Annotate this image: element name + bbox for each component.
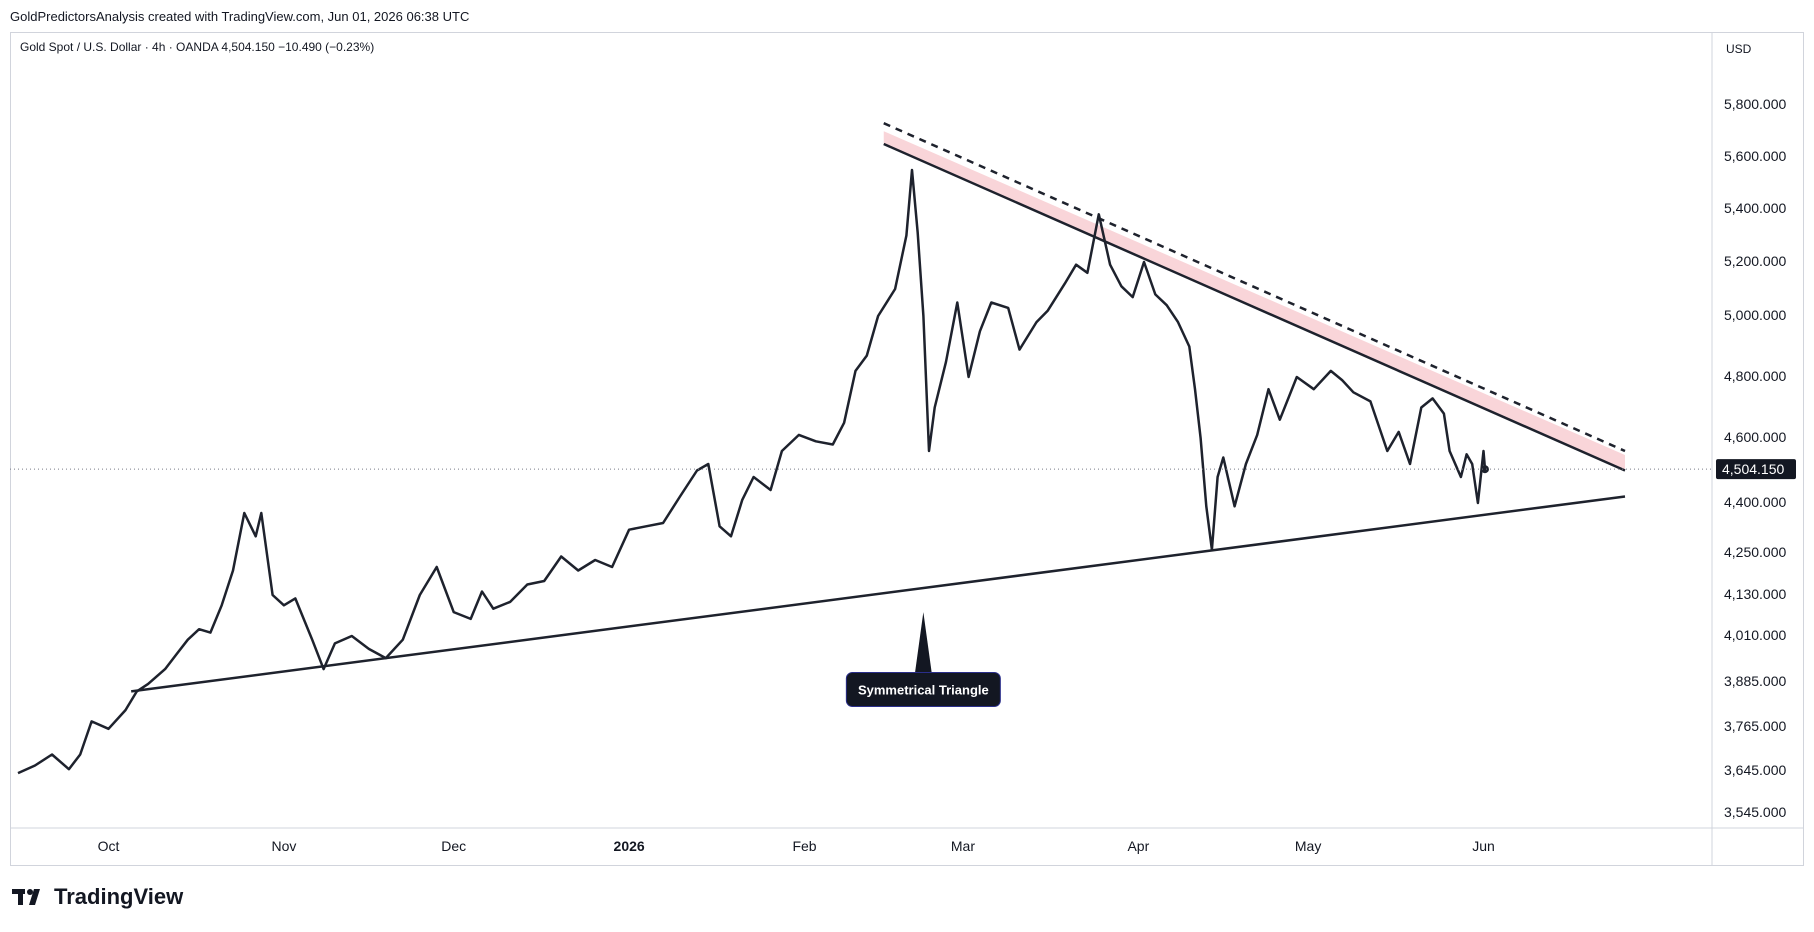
x-tick-label: Dec: [441, 838, 466, 854]
x-tick-label: Mar: [951, 838, 975, 854]
y-tick-label: 4,400.000: [1724, 494, 1786, 510]
x-tick-label: Oct: [98, 838, 120, 854]
chart-caption: GoldPredictorsAnalysis created with Trad…: [10, 9, 470, 24]
lower-trendline[interactable]: [131, 495, 1626, 693]
upper-dashed-trendline[interactable]: [883, 122, 1626, 453]
y-tick-label: 5,600.000: [1724, 148, 1786, 164]
price-series-line[interactable]: [17, 168, 1487, 775]
x-tick-label: Apr: [1127, 838, 1149, 854]
y-tick-label: 4,800.000: [1724, 368, 1786, 384]
tradingview-brand[interactable]: TradingView: [12, 884, 183, 910]
y-tick-label: 3,885.000: [1724, 673, 1786, 689]
x-tick-label: Feb: [792, 838, 816, 854]
y-tick-label: 3,645.000: [1724, 762, 1786, 778]
y-tick-label: 4,600.000: [1724, 429, 1786, 445]
y-tick-label: 5,200.000: [1724, 253, 1786, 269]
upper-trendline[interactable]: [883, 142, 1626, 472]
last-price-badge: [1716, 459, 1796, 480]
annotation-box[interactable]: [845, 672, 1001, 707]
y-tick-label: 3,545.000: [1724, 804, 1786, 820]
currency-label[interactable]: USD: [1726, 42, 1752, 56]
x-tick-label: Nov: [271, 838, 296, 854]
y-tick-label: 4,130.000: [1724, 586, 1786, 602]
tradingview-logo-icon: [12, 889, 40, 905]
y-tick-label: 5,000.000: [1724, 307, 1786, 323]
x-tick-label: Jun: [1472, 838, 1495, 854]
annotation-pointer: [914, 612, 933, 678]
resistance-band[interactable]: [883, 131, 1625, 471]
y-tick-label: 4,010.000: [1724, 627, 1786, 643]
last-price-dot: [1480, 465, 1489, 474]
last-price-label: 4,504.150: [1722, 461, 1784, 477]
annotation-label: Symmetrical Triangle: [858, 683, 989, 698]
chart-legend: Gold Spot / U.S. Dollar · 4h · OANDA 4,5…: [20, 40, 374, 54]
y-tick-label: 3,765.000: [1724, 718, 1786, 734]
chart-frame: [10, 32, 1804, 866]
y-tick-label: 5,400.000: [1724, 200, 1786, 216]
x-tick-label: 2026: [614, 838, 645, 854]
brand-name: TradingView: [54, 884, 184, 909]
x-tick-label: May: [1295, 838, 1321, 854]
y-tick-label: 5,800.000: [1724, 96, 1786, 112]
y-tick-label: 4,250.000: [1724, 544, 1786, 560]
